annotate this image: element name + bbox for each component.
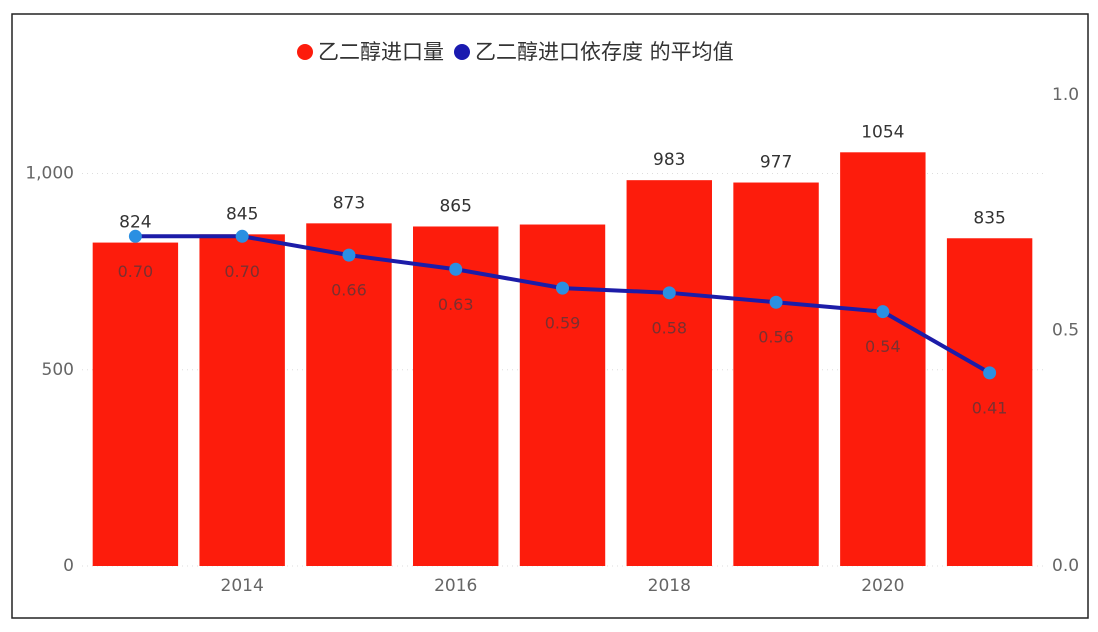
line-marker (876, 305, 890, 319)
bar (946, 238, 1033, 566)
bar (840, 152, 926, 566)
line-marker (449, 262, 463, 276)
line-value-label: 0.59 (545, 314, 581, 333)
y2-tick-label: 0.0 (1052, 556, 1079, 576)
x-tick-label: 2014 (221, 576, 264, 596)
y2-tick-label: 0.5 (1052, 321, 1079, 341)
bar-value-label: 865 (439, 196, 471, 216)
line-marker (556, 281, 569, 295)
line-marker (662, 286, 676, 300)
x-tick-label: 2020 (861, 576, 904, 596)
line-value-label: 0.70 (118, 262, 154, 281)
x-tick-label: 2016 (434, 576, 477, 596)
bar (626, 180, 712, 567)
bar-value-label: 873 (333, 193, 365, 213)
bar-value-label: 977 (760, 153, 792, 173)
line-value-label: 0.54 (865, 337, 901, 356)
line-marker (769, 295, 783, 309)
bar-value-label: 835 (973, 208, 1005, 228)
y-tick-label: 0 (63, 556, 74, 576)
line-value-label: 0.41 (972, 398, 1008, 417)
line-marker (342, 248, 356, 262)
line-marker (983, 366, 997, 380)
line-value-label: 0.66 (331, 281, 367, 300)
bar (92, 242, 179, 566)
line-marker (235, 229, 249, 243)
bar (519, 224, 606, 566)
y-tick-label: 1,000 (25, 164, 74, 184)
bar (413, 226, 499, 567)
legend-label: 乙二醇进口量 (318, 40, 444, 64)
bar-value-label: 1054 (861, 122, 904, 142)
bar-value-label: 983 (653, 150, 685, 170)
bar (199, 234, 285, 566)
x-tick-label: 2018 (648, 576, 691, 596)
bar-value-label: 845 (226, 204, 258, 224)
y2-tick-label: 1.0 (1052, 85, 1079, 105)
legend-label: 乙二醇进口依存度 的平均值 (475, 40, 734, 64)
bar-value-label: 824 (119, 213, 151, 233)
y-tick-label: 500 (42, 360, 74, 380)
line-value-label: 0.70 (224, 262, 260, 281)
bar (733, 182, 819, 566)
line-value-label: 0.63 (438, 295, 474, 314)
line-value-label: 0.58 (651, 318, 687, 337)
line-marker (128, 229, 142, 243)
legend-swatch (297, 44, 313, 60)
legend-swatch (454, 44, 470, 60)
bar (306, 223, 392, 566)
line-value-label: 0.56 (758, 328, 794, 347)
